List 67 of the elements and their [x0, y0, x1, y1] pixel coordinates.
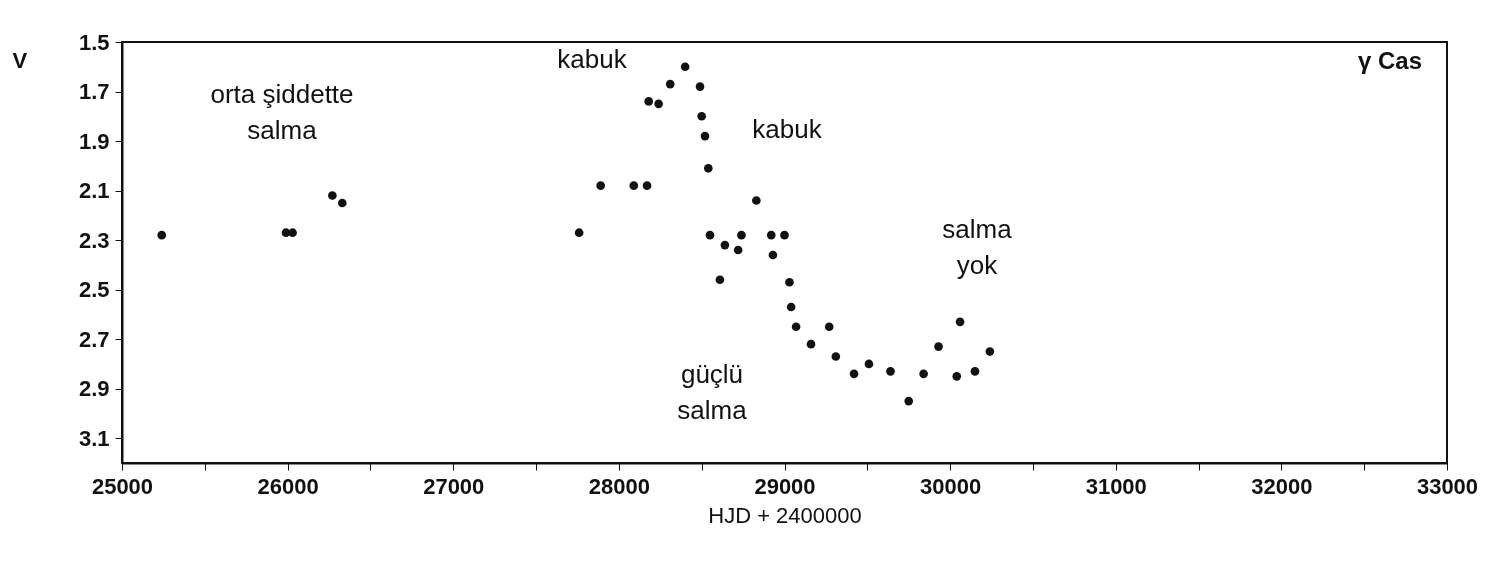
- y-tick-label: 1.5: [78, 29, 110, 55]
- point: [886, 367, 895, 376]
- point: [752, 196, 761, 205]
- point: [157, 230, 167, 240]
- point: [904, 396, 914, 406]
- chart-title: γ Cas: [1357, 47, 1422, 74]
- point: [705, 230, 715, 240]
- x-tick-label: 27000: [423, 473, 485, 499]
- point: [849, 369, 859, 379]
- point: [780, 230, 789, 240]
- y-tick-label: 2.5: [78, 277, 110, 303]
- point: [766, 230, 776, 240]
- x-tick-label: 29000: [754, 473, 816, 499]
- point: [644, 97, 654, 106]
- point: [596, 181, 605, 190]
- annotation: güçlü salma: [677, 359, 748, 425]
- point: [785, 277, 794, 287]
- point: [806, 339, 816, 349]
- point: [720, 240, 730, 250]
- point: [328, 191, 337, 200]
- x-tick-label: 28000: [588, 473, 650, 499]
- y-tick-label: 3.1: [78, 425, 110, 451]
- y-tick-label: 1.9: [78, 128, 110, 154]
- point: [768, 250, 778, 260]
- x-tick-label: 31000: [1085, 473, 1147, 499]
- point: [697, 111, 707, 121]
- point: [985, 347, 995, 356]
- y-tick-label: 2.3: [78, 227, 110, 253]
- annotation: kabuk: [557, 44, 628, 74]
- x-tick-label: 25000: [91, 473, 154, 499]
- point: [574, 228, 584, 238]
- annotation: kabuk: [752, 114, 823, 144]
- point: [824, 322, 834, 332]
- point: [337, 198, 347, 208]
- point: [733, 245, 743, 255]
- point: [970, 367, 980, 376]
- y-tick-label: 2.7: [78, 326, 110, 352]
- y-axis-title: V: [12, 47, 28, 73]
- y-tick-label: 2.9: [78, 376, 110, 402]
- point: [288, 228, 297, 238]
- x-axis-title: HJD + 2400000: [708, 502, 862, 528]
- point: [864, 359, 874, 369]
- annotation: orta şiddette salma: [210, 79, 354, 145]
- point: [680, 62, 690, 72]
- y-tick-label: 2.1: [78, 178, 110, 204]
- point: [791, 322, 801, 332]
- point: [831, 352, 841, 361]
- annotation: salma yok: [942, 214, 1013, 280]
- x-tick-label: 30000: [920, 473, 982, 499]
- point: [955, 317, 965, 327]
- point: [642, 181, 652, 190]
- point: [715, 275, 725, 285]
- point: [665, 79, 675, 89]
- point: [786, 302, 796, 312]
- x-tick-label: 33000: [1416, 473, 1479, 499]
- x-tick-label: 26000: [257, 473, 319, 499]
- point: [919, 369, 928, 379]
- point: [703, 163, 713, 173]
- y-tick-label: 1.7: [78, 79, 110, 105]
- point: [695, 82, 705, 91]
- point: [700, 131, 710, 141]
- x-tick-label: 32000: [1251, 473, 1313, 499]
- point: [952, 372, 962, 381]
- point: [934, 342, 943, 351]
- point: [737, 230, 746, 240]
- point: [629, 181, 639, 190]
- point: [654, 99, 663, 109]
